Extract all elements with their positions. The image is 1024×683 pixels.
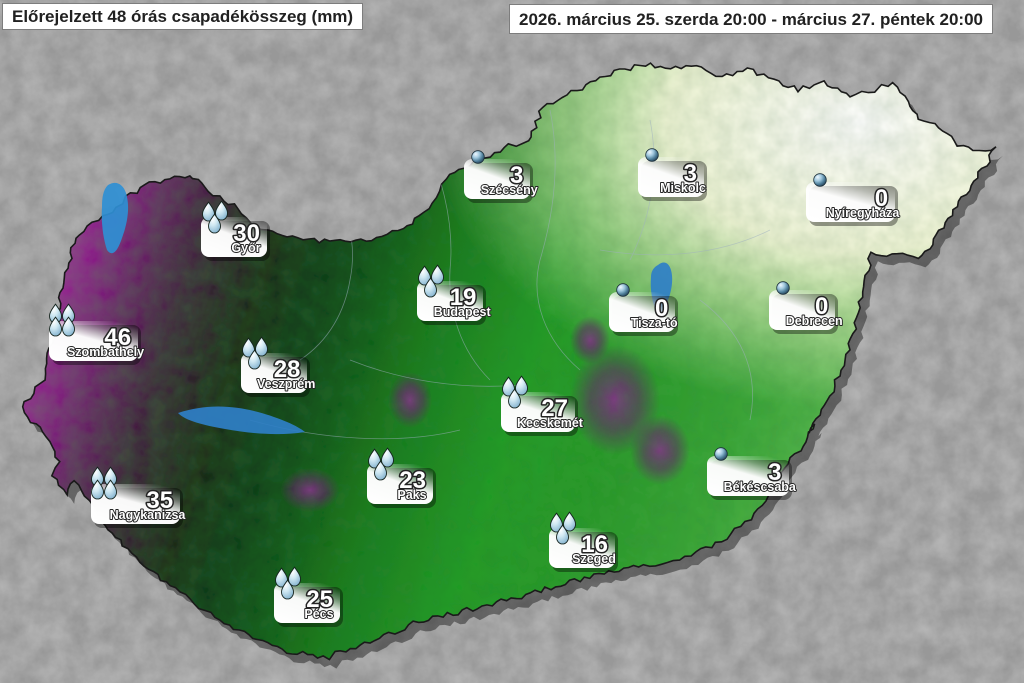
svg-text:Nyíregyháza: Nyíregyháza xyxy=(826,206,901,220)
svg-text:Nagykanizsa: Nagykanizsa xyxy=(110,508,187,522)
svg-text:Békéscsaba: Békéscsaba xyxy=(724,480,797,494)
svg-text:Tisza-tó: Tisza-tó xyxy=(631,316,678,330)
svg-text:Szombathely: Szombathely xyxy=(67,345,144,359)
svg-text:Pécs: Pécs xyxy=(304,607,333,621)
svg-text:Szécsény: Szécsény xyxy=(481,183,538,197)
svg-text:Debrecen: Debrecen xyxy=(786,314,843,328)
svg-text:Szeged: Szeged xyxy=(572,552,616,566)
svg-text:Győr: Győr xyxy=(231,241,260,255)
svg-text:Miskolc: Miskolc xyxy=(660,181,706,195)
svg-text:Veszprém: Veszprém xyxy=(257,377,315,391)
svg-text:Paks: Paks xyxy=(397,488,426,502)
svg-text:Kecskemét: Kecskemét xyxy=(517,416,584,430)
svg-text:Budapest: Budapest xyxy=(434,305,492,319)
